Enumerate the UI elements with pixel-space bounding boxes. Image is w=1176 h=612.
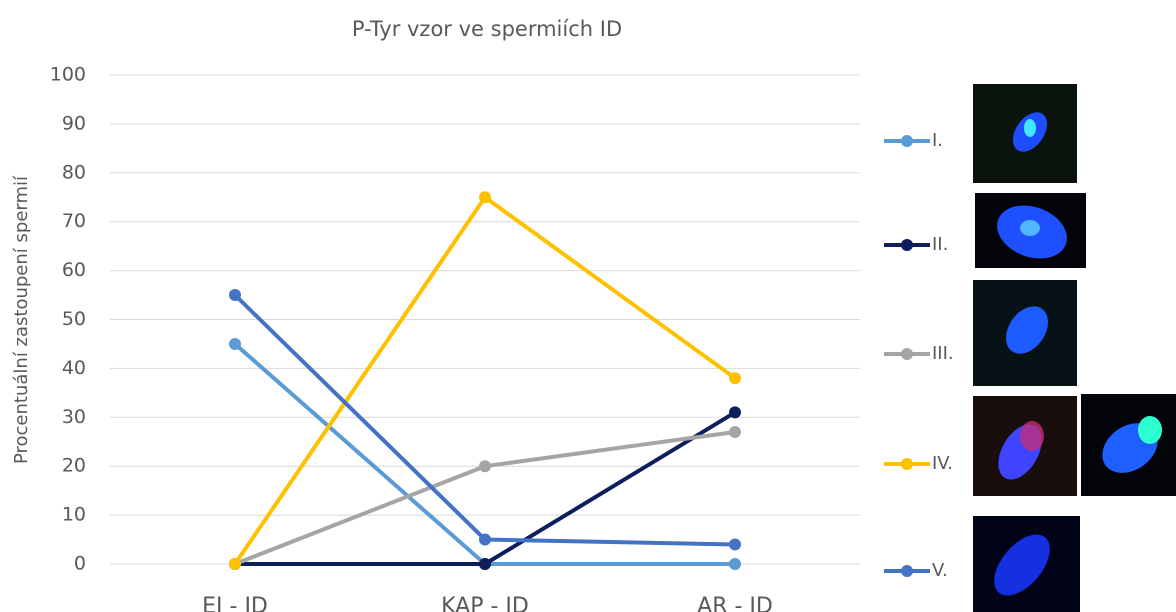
legend-marker	[901, 565, 913, 577]
y-tick-label: 80	[62, 161, 86, 183]
data-point	[729, 538, 741, 551]
legend-label: I.	[932, 130, 943, 151]
legend-label: II.	[932, 234, 948, 255]
x-tick-label: EJ - ID	[202, 594, 268, 612]
y-tick-label: 90	[62, 112, 86, 134]
data-point	[729, 406, 741, 419]
legend-marker	[901, 458, 913, 470]
y-tick-label: 30	[62, 406, 86, 428]
legend-marker	[901, 135, 913, 147]
y-tick-label: 100	[50, 64, 86, 86]
data-point	[729, 558, 741, 570]
y-tick-label: 10	[62, 504, 86, 526]
legend-label: III.	[932, 343, 954, 364]
y-tick-label: 60	[62, 259, 86, 281]
series-line	[233, 195, 737, 566]
y-tick-label: 50	[62, 308, 86, 330]
series-line	[233, 293, 736, 547]
data-point	[229, 289, 241, 302]
y-axis-label: Procentuální zastoupení spermií	[11, 175, 32, 464]
legend-marker	[901, 239, 913, 251]
chart-title: P-Tyr vzor ve spermiích ID	[352, 17, 622, 41]
legend-marker	[901, 348, 913, 360]
x-tick-label: KAP - ID	[441, 594, 529, 612]
legend-label: V.	[932, 560, 948, 581]
data-point	[479, 460, 491, 473]
data-point	[229, 558, 241, 570]
legend-label: IV.	[932, 453, 953, 474]
micrographs	[973, 84, 1176, 612]
y-tick-label: 70	[62, 210, 86, 232]
data-point	[229, 337, 241, 350]
data-point	[479, 558, 491, 570]
data-point	[479, 191, 491, 204]
y-tick-label: 0	[74, 553, 86, 575]
y-tick-label: 40	[62, 357, 86, 379]
x-tick-label: AR - ID	[697, 594, 773, 612]
data-point	[729, 372, 741, 385]
y-tick-label: 20	[62, 455, 86, 477]
data-point	[729, 425, 741, 438]
data-point	[479, 533, 491, 546]
